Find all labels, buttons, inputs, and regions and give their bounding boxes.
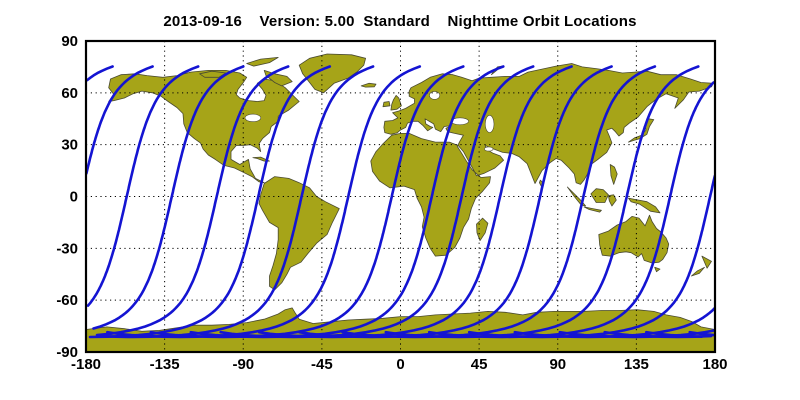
orbit-track bbox=[384, 65, 700, 339]
landmass-great-britain bbox=[390, 95, 402, 111]
orbit-track bbox=[257, 65, 573, 339]
landmass-australia bbox=[598, 214, 670, 264]
orbit-track bbox=[86, 65, 200, 307]
orbit-tracks-layer bbox=[86, 65, 715, 339]
landmass-tasmania bbox=[654, 266, 661, 273]
orbit-track bbox=[297, 65, 613, 339]
figure-title: 2013-09-16 Version: 5.00 Standard Nightt… bbox=[163, 13, 637, 30]
orbit-track bbox=[88, 65, 332, 339]
plot-frame bbox=[84, 39, 717, 354]
y-tick-label: 90 bbox=[61, 33, 78, 50]
x-tick-label: 90 bbox=[549, 356, 566, 373]
orbit-track bbox=[427, 81, 715, 339]
landmass-japan bbox=[628, 118, 655, 143]
landmass-south-america bbox=[258, 176, 340, 291]
x-tick-label: 45 bbox=[471, 356, 488, 373]
landmass-ellesmere-island bbox=[246, 57, 279, 67]
x-axis-tick-labels: -180 -135 -90 -45 0 45 90 135 180 bbox=[71, 356, 728, 373]
x-tick-label: 180 bbox=[702, 356, 727, 373]
landmass-victoria-island bbox=[199, 70, 227, 78]
y-tick-label: 0 bbox=[70, 189, 78, 206]
orbit-track bbox=[189, 65, 505, 339]
orbit-track bbox=[688, 330, 715, 337]
x-tick-label: -90 bbox=[232, 356, 254, 373]
y-tick-label: -30 bbox=[56, 240, 78, 257]
graticule-layer bbox=[86, 41, 715, 352]
orbit-track bbox=[644, 330, 703, 339]
landmass-iceland bbox=[360, 82, 377, 88]
x-tick-label: 0 bbox=[396, 356, 404, 373]
orbit-track bbox=[86, 65, 154, 175]
landmass-new-guinea bbox=[628, 197, 661, 214]
orbit-track bbox=[92, 65, 245, 330]
x-tick-label: -45 bbox=[311, 356, 333, 373]
y-tick-label: -60 bbox=[56, 292, 78, 309]
orbit-track bbox=[86, 65, 114, 82]
orbit-track bbox=[149, 65, 465, 339]
y-tick-label: 30 bbox=[61, 137, 78, 154]
landmass-new-zealand-south bbox=[691, 266, 705, 277]
y-axis-tick-labels: 90 60 30 0 -30 -60 -90 bbox=[56, 33, 78, 361]
x-tick-label: -180 bbox=[71, 356, 101, 373]
lakes-layer bbox=[244, 91, 495, 152]
orbit-track bbox=[219, 65, 535, 339]
y-tick-label: -90 bbox=[56, 344, 78, 361]
y-tick-label: 60 bbox=[61, 85, 78, 102]
landmass-philippines bbox=[609, 164, 618, 185]
lake-great-lakes bbox=[244, 113, 262, 122]
orbit-track bbox=[95, 65, 290, 337]
x-tick-label: 135 bbox=[624, 356, 649, 373]
orbit-track bbox=[98, 65, 375, 339]
landmass-new-zealand-north bbox=[701, 255, 712, 269]
orbit-track bbox=[467, 174, 715, 339]
orbit-track bbox=[341, 65, 657, 339]
orbit-track bbox=[106, 65, 422, 339]
x-tick-label: -135 bbox=[150, 356, 180, 373]
landmass-ireland bbox=[382, 101, 391, 108]
lake-caspian-sea bbox=[484, 115, 495, 133]
landmass-borneo bbox=[590, 188, 609, 203]
landmass-java bbox=[583, 206, 602, 213]
lake-baltic-sea bbox=[429, 91, 441, 100]
lake-persian-gulf bbox=[484, 146, 494, 152]
landmass-sulawesi bbox=[608, 194, 617, 207]
